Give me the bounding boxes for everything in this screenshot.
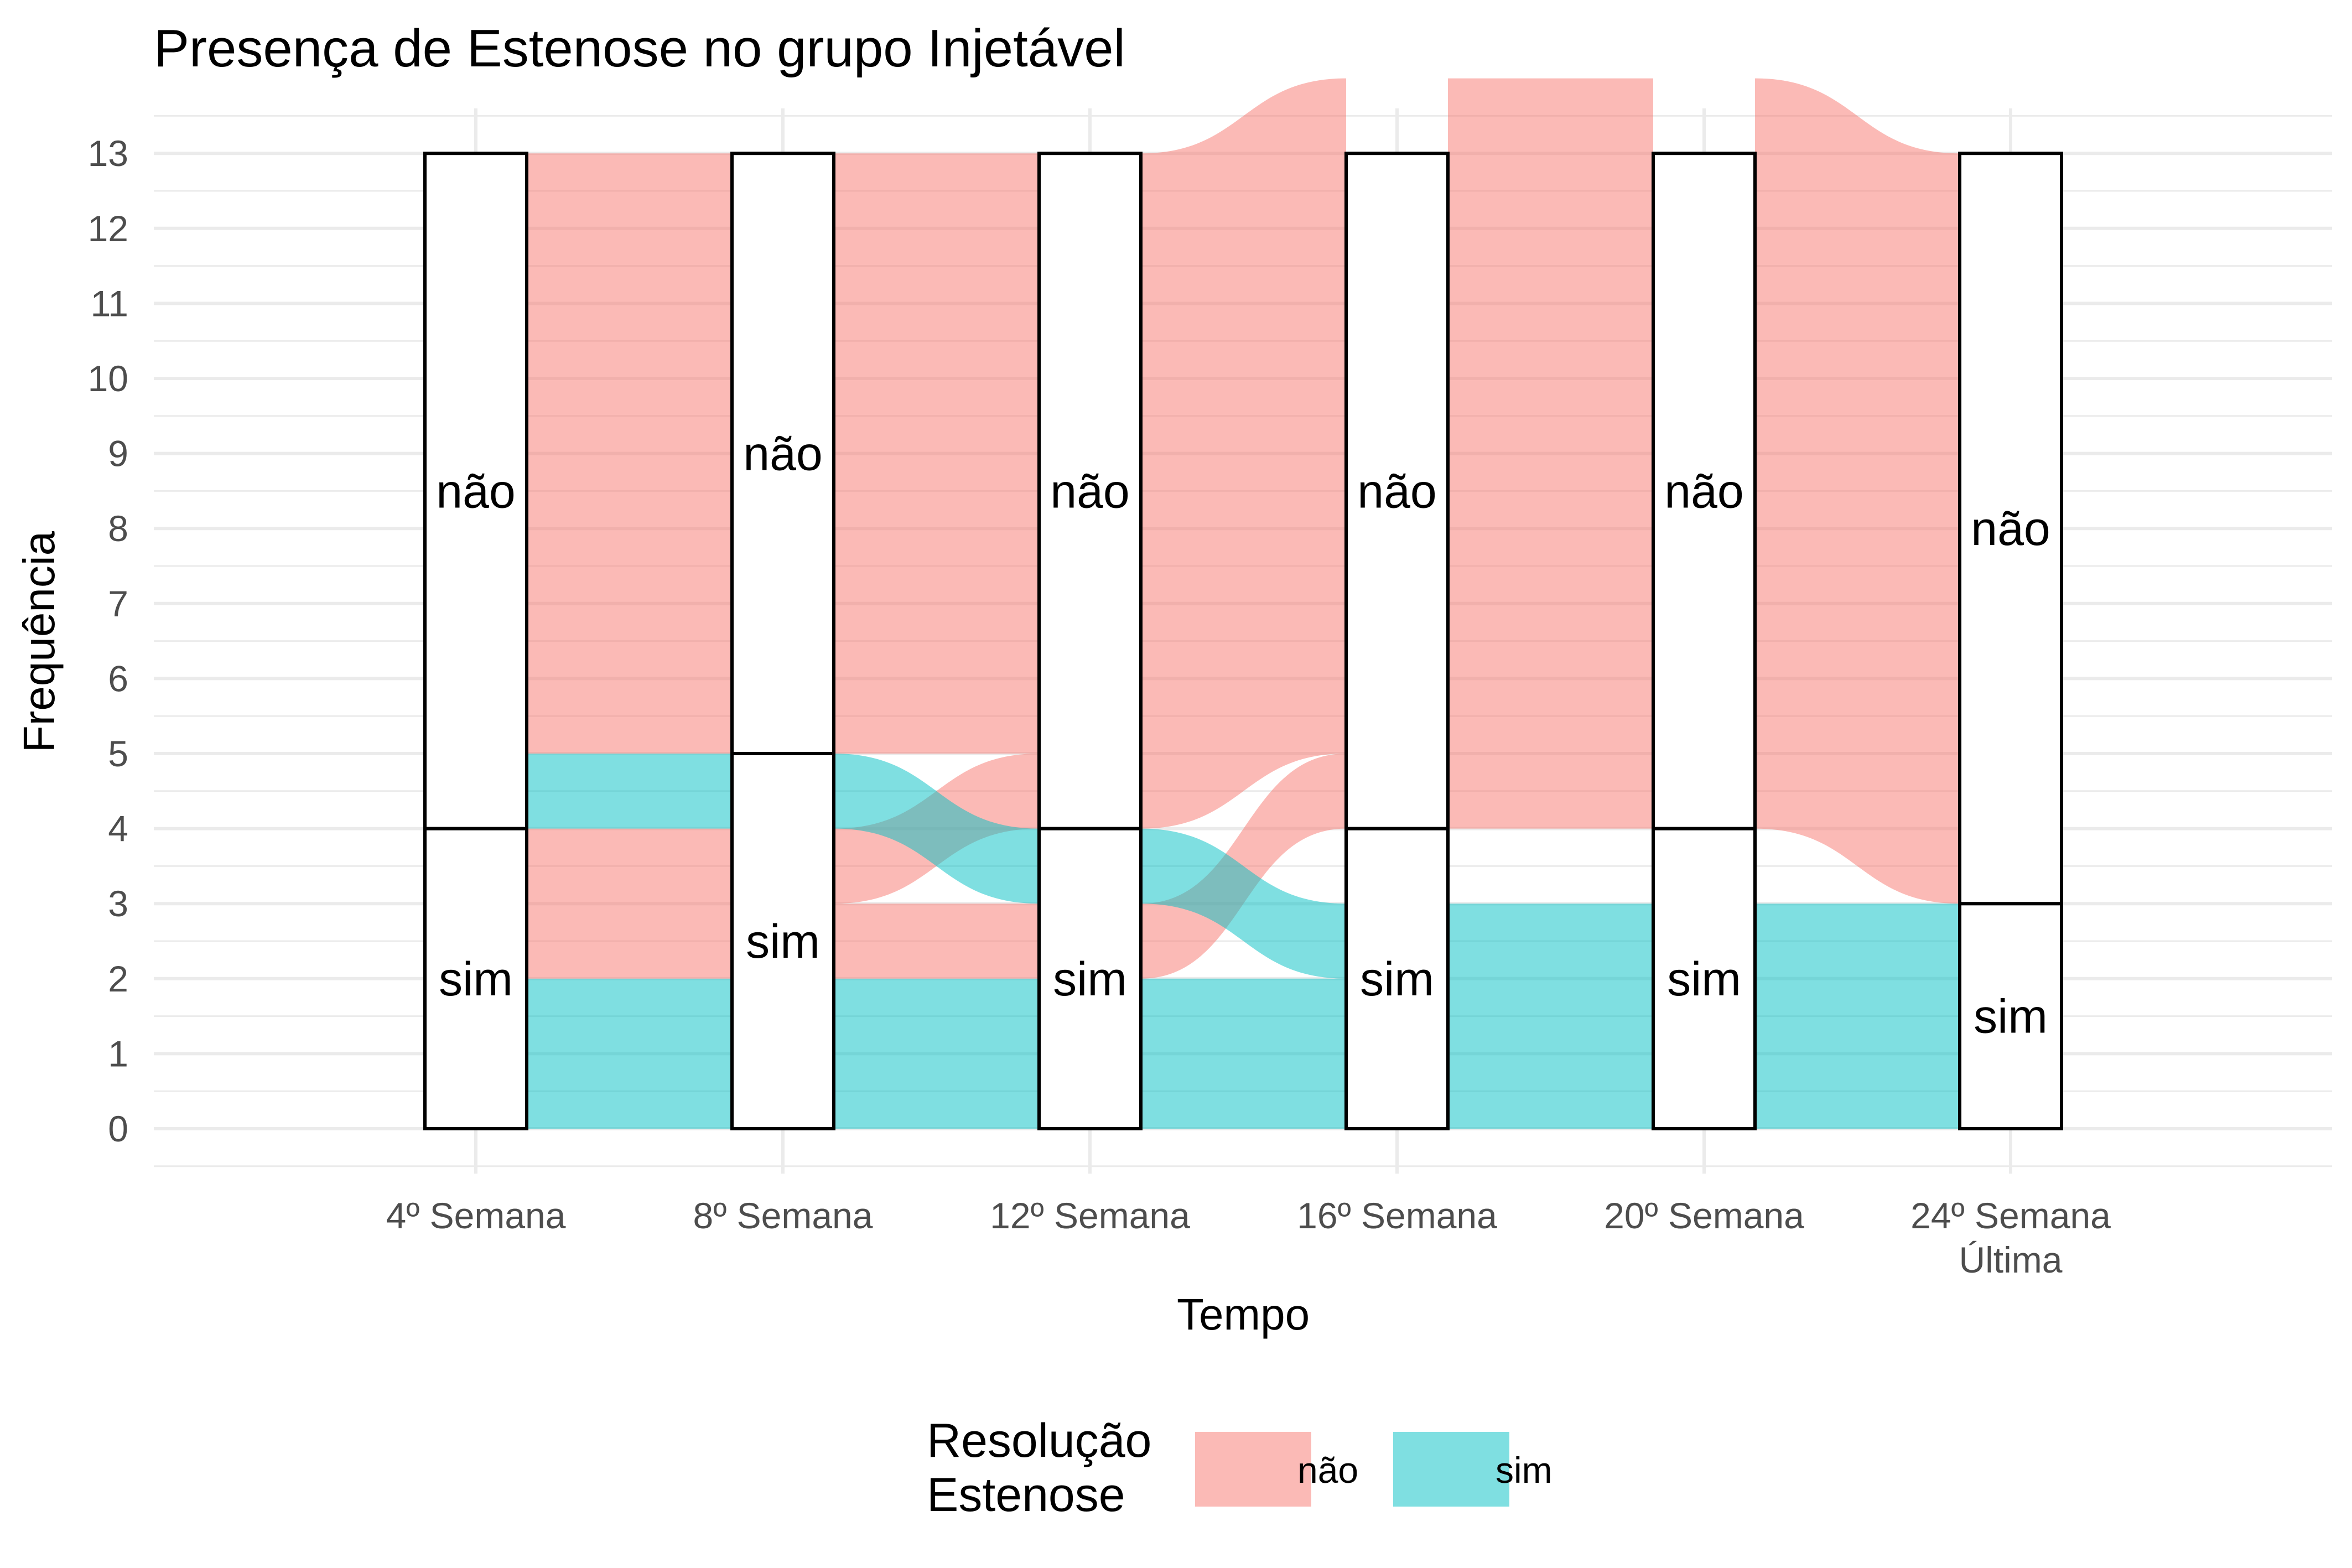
y-tick-label: 7 <box>108 583 128 624</box>
x-tick-label: 8º Semana <box>693 1195 873 1236</box>
flow-band <box>527 754 732 829</box>
flow-band <box>1141 78 1346 829</box>
stratum-box <box>423 152 528 830</box>
y-axis-title: Frequência <box>14 531 64 752</box>
y-tick-label: 11 <box>90 283 128 324</box>
x-tick-label: Última <box>1959 1239 2062 1280</box>
x-tick-label: 4º Semana <box>386 1195 566 1236</box>
stratum-label: não <box>436 465 516 518</box>
flow-band <box>834 153 1039 754</box>
stratum-box <box>1652 152 1757 830</box>
stratum-box <box>1958 152 2063 906</box>
stratum-label: não <box>1971 502 2050 555</box>
legend-label: não <box>1297 1450 1358 1491</box>
flow-band <box>1755 904 1960 1129</box>
legend-title: Resolução <box>927 1414 1151 1467</box>
y-tick-label: 8 <box>108 508 128 549</box>
flow-band <box>1448 78 1653 829</box>
stratum-box <box>1344 827 1450 1130</box>
y-tick-label: 5 <box>108 733 128 774</box>
strata-boxes: sim não sim não sim não sim não sim não sim não <box>423 152 2063 1130</box>
y-tick-label: 13 <box>88 133 128 174</box>
y-tick-label: 6 <box>108 658 128 699</box>
stratum-box <box>730 152 835 756</box>
x-tick-label: 12º Semana <box>990 1195 1190 1236</box>
x-tick-label: 16º Semana <box>1297 1195 1497 1236</box>
stratum-label: não <box>1050 465 1130 518</box>
y-tick-label: 12 <box>88 208 128 249</box>
flow-band <box>1755 78 1960 904</box>
stratum-label: não <box>743 428 823 481</box>
y-tick-label: 1 <box>108 1033 128 1074</box>
stratum-label: sim <box>1360 953 1434 1006</box>
flow-band <box>527 978 732 1129</box>
legend-key <box>1393 1432 1509 1507</box>
x-tick-labels: 4º Semana 8º Semana 12º Semana 16º Semana 20… <box>386 1195 2111 1280</box>
stratum-label: sim <box>746 915 820 968</box>
stratum-box <box>423 827 528 1130</box>
stratum-label: não <box>1664 465 1744 518</box>
y-tick-label: 0 <box>108 1108 128 1149</box>
y-tick-label: 3 <box>108 883 128 924</box>
legend-key <box>1195 1432 1311 1507</box>
stratum-label: sim <box>1974 990 2048 1043</box>
y-tick-label: 2 <box>108 958 128 999</box>
flow-band <box>1141 828 1346 979</box>
legend-label: sim <box>1496 1450 1553 1491</box>
stratum-label: sim <box>1667 953 1741 1006</box>
stratum-box <box>730 752 835 1130</box>
flow-band <box>1141 978 1346 1129</box>
stratum-label: sim <box>439 953 513 1006</box>
flow-band <box>527 828 732 979</box>
legend-title: Estenose <box>927 1468 1125 1522</box>
y-tick-label: 4 <box>108 808 128 849</box>
y-tick-label: 10 <box>88 358 128 399</box>
flow-band <box>834 978 1039 1129</box>
stratum-box <box>1037 152 1143 830</box>
stratum-label: não <box>1357 465 1437 518</box>
flow-bands <box>527 78 1960 1129</box>
flow-band <box>1448 904 1653 1129</box>
flow-band <box>834 754 1039 904</box>
flow-band <box>834 904 1039 979</box>
stratum-label: sim <box>1053 953 1127 1006</box>
x-tick-label: 20º Semana <box>1604 1195 1804 1236</box>
chart-title: Presença de Estenose no grupo Injetável <box>154 19 1125 78</box>
stratum-box <box>1344 152 1450 830</box>
flow-band <box>527 153 732 754</box>
stratum-box <box>1037 827 1143 1130</box>
x-axis-title: Tempo <box>1177 1290 1310 1339</box>
y-tick-label: 9 <box>108 433 128 474</box>
x-tick-label: 24º Semana <box>1910 1195 2111 1236</box>
